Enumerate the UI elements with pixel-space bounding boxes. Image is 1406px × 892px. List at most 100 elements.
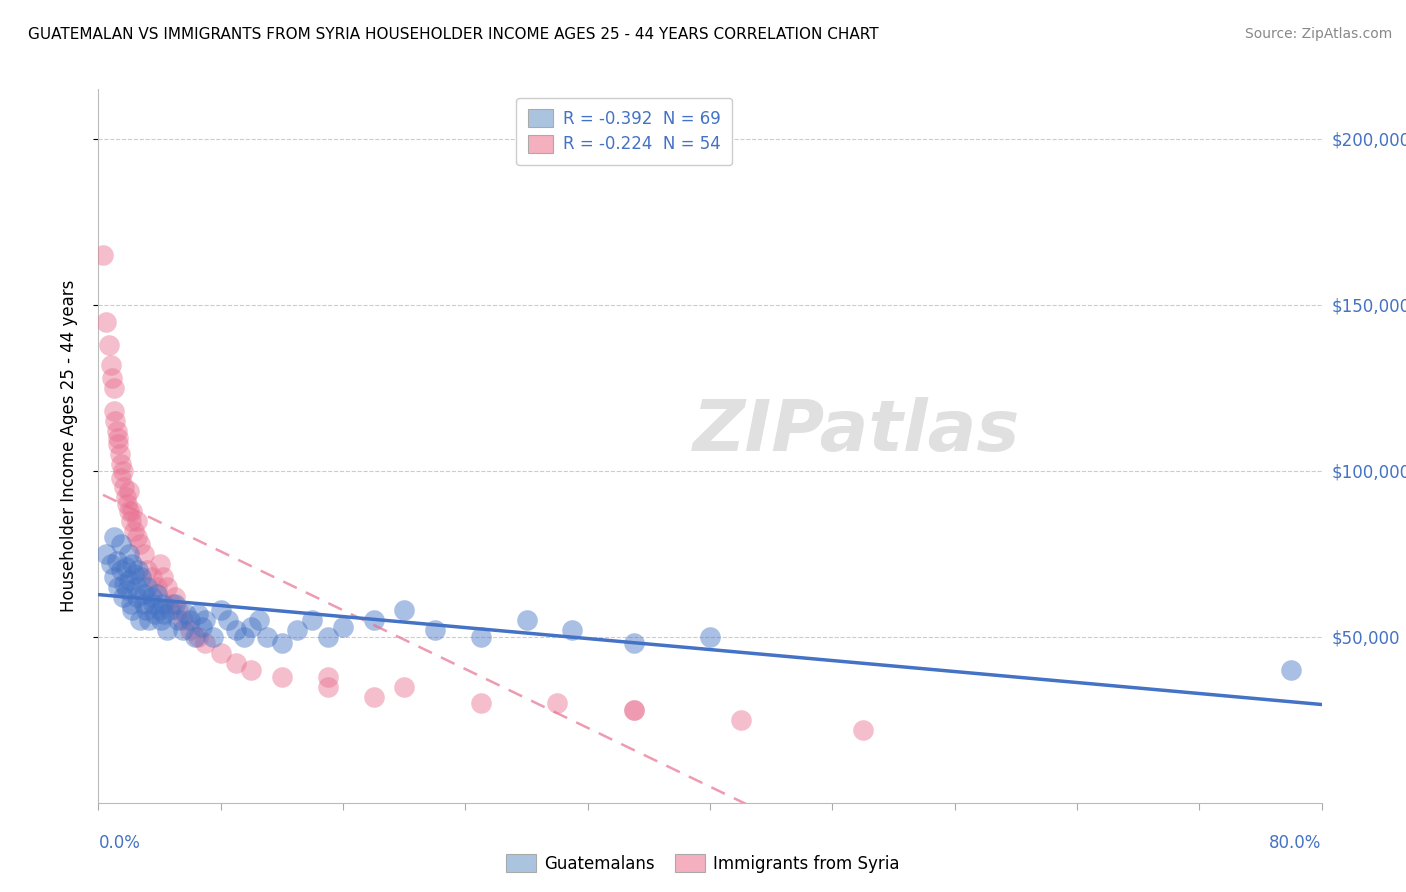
Point xyxy=(149,557,172,571)
Point xyxy=(191,620,214,634)
Point xyxy=(156,580,179,594)
Point xyxy=(108,447,131,461)
Point xyxy=(470,630,492,644)
Point xyxy=(546,696,568,710)
Point xyxy=(187,607,209,621)
Point xyxy=(101,371,124,385)
Point xyxy=(110,470,132,484)
Point xyxy=(141,570,163,584)
Point xyxy=(128,537,150,551)
Point xyxy=(152,597,174,611)
Point xyxy=(152,570,174,584)
Point xyxy=(105,424,128,438)
Point xyxy=(159,603,181,617)
Point xyxy=(167,603,190,617)
Point xyxy=(143,607,166,621)
Point xyxy=(118,574,141,588)
Point xyxy=(256,630,278,644)
Point xyxy=(91,248,114,262)
Y-axis label: Householder Income Ages 25 - 44 years: Householder Income Ages 25 - 44 years xyxy=(59,280,77,612)
Point xyxy=(110,457,132,471)
Point xyxy=(112,576,135,591)
Point xyxy=(118,483,141,498)
Point xyxy=(136,580,159,594)
Point xyxy=(285,624,308,638)
Point xyxy=(118,547,141,561)
Point xyxy=(332,620,354,634)
Point xyxy=(160,597,183,611)
Point xyxy=(141,590,163,604)
Point xyxy=(217,613,239,627)
Point xyxy=(103,381,125,395)
Point xyxy=(363,613,385,627)
Point xyxy=(117,583,139,598)
Point xyxy=(103,404,125,418)
Point xyxy=(623,703,645,717)
Point xyxy=(111,464,134,478)
Point xyxy=(163,590,186,604)
Point xyxy=(240,620,263,634)
Point xyxy=(392,603,416,617)
Point xyxy=(247,613,270,627)
Point xyxy=(316,670,339,684)
Point xyxy=(225,657,247,671)
Point xyxy=(134,597,156,611)
Point xyxy=(98,338,121,352)
Point xyxy=(163,597,186,611)
Point xyxy=(134,547,156,561)
Point xyxy=(122,566,145,581)
Point xyxy=(142,597,165,611)
Point xyxy=(149,603,172,617)
Point xyxy=(1279,663,1302,677)
Point xyxy=(316,630,339,644)
Point xyxy=(301,613,323,627)
Point xyxy=(363,690,385,704)
Point xyxy=(699,630,721,644)
Text: Source: ZipAtlas.com: Source: ZipAtlas.com xyxy=(1244,27,1392,41)
Point xyxy=(115,560,138,574)
Point xyxy=(167,613,190,627)
Point xyxy=(194,613,217,627)
Point xyxy=(145,580,167,594)
Point xyxy=(103,530,125,544)
Point xyxy=(125,580,148,594)
Point xyxy=(174,607,197,621)
Point xyxy=(100,557,122,571)
Point xyxy=(270,670,292,684)
Point xyxy=(153,607,176,621)
Point xyxy=(730,713,752,727)
Legend: R = -0.392  N = 69, R = -0.224  N = 54: R = -0.392 N = 69, R = -0.224 N = 54 xyxy=(516,97,733,165)
Point xyxy=(107,437,129,451)
Point xyxy=(121,603,143,617)
Point xyxy=(623,636,645,650)
Point xyxy=(94,314,117,328)
Point xyxy=(134,587,156,601)
Point xyxy=(125,590,148,604)
Point xyxy=(150,613,173,627)
Point xyxy=(127,564,149,578)
Text: 0.0%: 0.0% xyxy=(98,834,141,852)
Point xyxy=(179,613,201,627)
Point xyxy=(209,647,232,661)
Point xyxy=(135,603,157,617)
Point xyxy=(110,564,132,578)
Point xyxy=(179,624,201,638)
Point xyxy=(112,481,135,495)
Point xyxy=(172,624,194,638)
Point xyxy=(107,580,129,594)
Point xyxy=(104,414,127,428)
Point xyxy=(128,613,150,627)
Text: GUATEMALAN VS IMMIGRANTS FROM SYRIA HOUSEHOLDER INCOME AGES 25 - 44 YEARS CORREL: GUATEMALAN VS IMMIGRANTS FROM SYRIA HOUS… xyxy=(28,27,879,42)
Point xyxy=(94,547,117,561)
Point xyxy=(136,564,159,578)
Point xyxy=(110,537,132,551)
Point xyxy=(103,570,125,584)
Point xyxy=(100,358,122,372)
Text: ZIPatlas: ZIPatlas xyxy=(693,397,1021,467)
Point xyxy=(232,630,254,644)
Text: 80.0%: 80.0% xyxy=(1270,834,1322,852)
Point xyxy=(270,636,292,650)
Point xyxy=(120,514,142,528)
Point xyxy=(516,613,538,627)
Point xyxy=(623,703,645,717)
